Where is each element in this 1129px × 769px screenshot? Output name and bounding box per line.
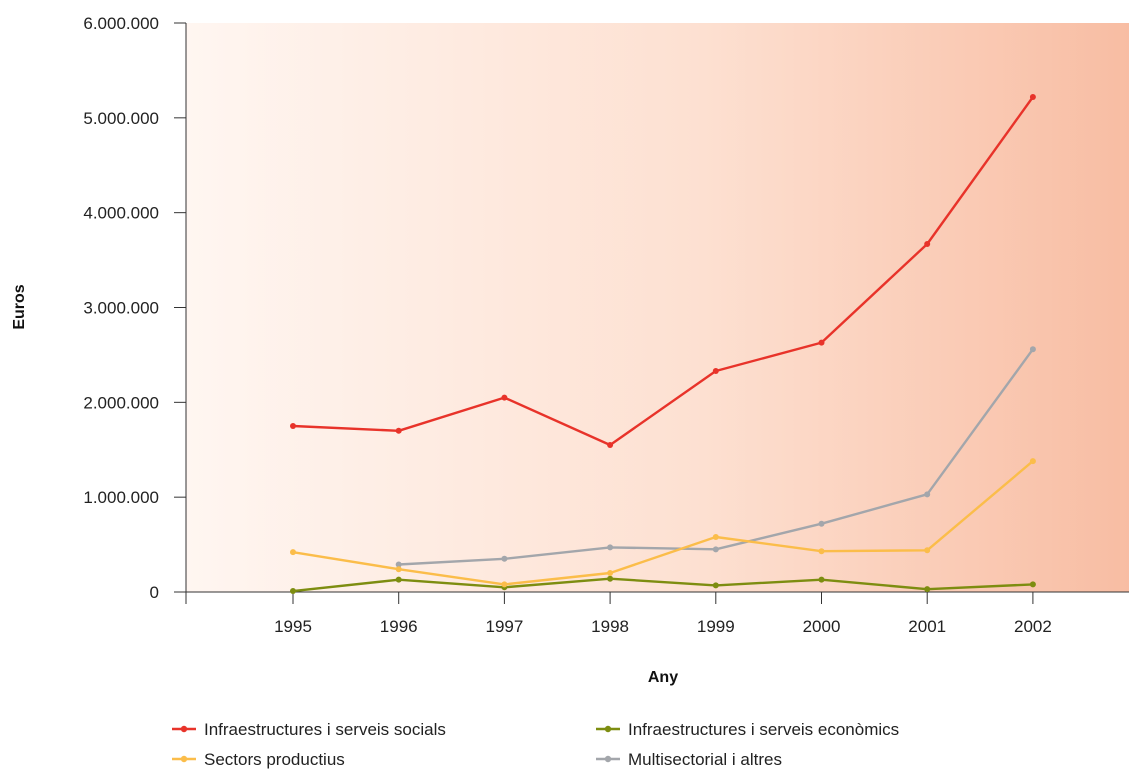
data-point xyxy=(501,555,508,562)
y-tick-label: 2.000.000 xyxy=(83,393,159,412)
data-point xyxy=(924,586,931,593)
data-point xyxy=(501,394,508,401)
legend-item: Infraestructures i serveis econòmics xyxy=(596,720,899,739)
data-point xyxy=(924,240,931,247)
data-point xyxy=(607,442,614,449)
y-tick-label: 3.000.000 xyxy=(83,299,159,318)
y-tick-label: 5.000.000 xyxy=(83,109,159,128)
x-axis-title: Any xyxy=(648,669,678,686)
data-point xyxy=(1029,93,1036,100)
legend-item: Sectors productius xyxy=(172,750,345,769)
data-point xyxy=(395,566,402,573)
series-line xyxy=(292,460,1034,586)
data-point xyxy=(290,549,296,556)
data-point xyxy=(712,582,719,589)
legend-item: Infraestructures i serveis socials xyxy=(172,720,446,739)
data-point xyxy=(712,533,719,540)
data-point xyxy=(1029,458,1036,465)
x-tick-label: 1996 xyxy=(380,617,418,636)
data-point xyxy=(818,548,825,555)
data-point xyxy=(712,546,719,553)
series-line xyxy=(292,96,1034,447)
data-point xyxy=(924,491,931,498)
legend-label: Sectors productius xyxy=(204,750,345,769)
series-2 xyxy=(290,458,1036,588)
legend-label: Multisectorial i altres xyxy=(628,750,782,769)
data-point xyxy=(607,544,614,551)
y-tick-label: 0 xyxy=(150,583,159,602)
data-point xyxy=(290,588,296,595)
y-tick-label: 1.000.000 xyxy=(83,488,159,507)
legend-marker xyxy=(180,755,188,763)
data-point xyxy=(818,520,825,527)
legend-item: Multisectorial i altres xyxy=(596,750,782,769)
y-tick-label: 4.000.000 xyxy=(83,204,159,223)
data-point xyxy=(1029,346,1036,353)
series-1 xyxy=(290,93,1036,449)
x-tick-label: 2000 xyxy=(803,617,841,636)
data-point xyxy=(290,423,296,430)
data-point xyxy=(395,561,402,568)
x-tick-label: 1997 xyxy=(485,617,523,636)
axes: 0 1.000.000 2.000.000 3.000.000 4.000.000 5.0… xyxy=(83,14,1129,636)
y-axis-title: Euros xyxy=(11,284,28,329)
x-tick-label: 1998 xyxy=(591,617,629,636)
x-tick-label: 2002 xyxy=(1014,617,1052,636)
plot-background xyxy=(186,23,1129,592)
x-tick-label: 1995 xyxy=(274,617,312,636)
legend-marker xyxy=(180,725,188,733)
x-tick-label: 1999 xyxy=(697,617,735,636)
series-line xyxy=(292,577,1033,593)
data-point xyxy=(607,575,614,582)
legend-label: Infraestructures i serveis socials xyxy=(204,720,446,739)
data-point xyxy=(924,547,931,554)
data-point xyxy=(607,570,614,577)
legend: Infraestructures i serveis socials Sector… xyxy=(172,720,899,769)
data-point xyxy=(1029,581,1036,588)
legend-marker xyxy=(604,755,612,763)
series-layer xyxy=(290,93,1036,595)
y-tick-label: 6.000.000 xyxy=(83,14,159,33)
series-4 xyxy=(395,346,1036,568)
data-point xyxy=(818,339,825,346)
data-point xyxy=(395,576,402,583)
legend-label: Infraestructures i serveis econòmics xyxy=(628,720,899,739)
x-tick-label: 2001 xyxy=(908,617,946,636)
data-point xyxy=(501,581,508,588)
legend-marker xyxy=(604,725,612,733)
data-point xyxy=(395,427,402,434)
data-point xyxy=(712,368,719,375)
data-point xyxy=(818,576,825,583)
